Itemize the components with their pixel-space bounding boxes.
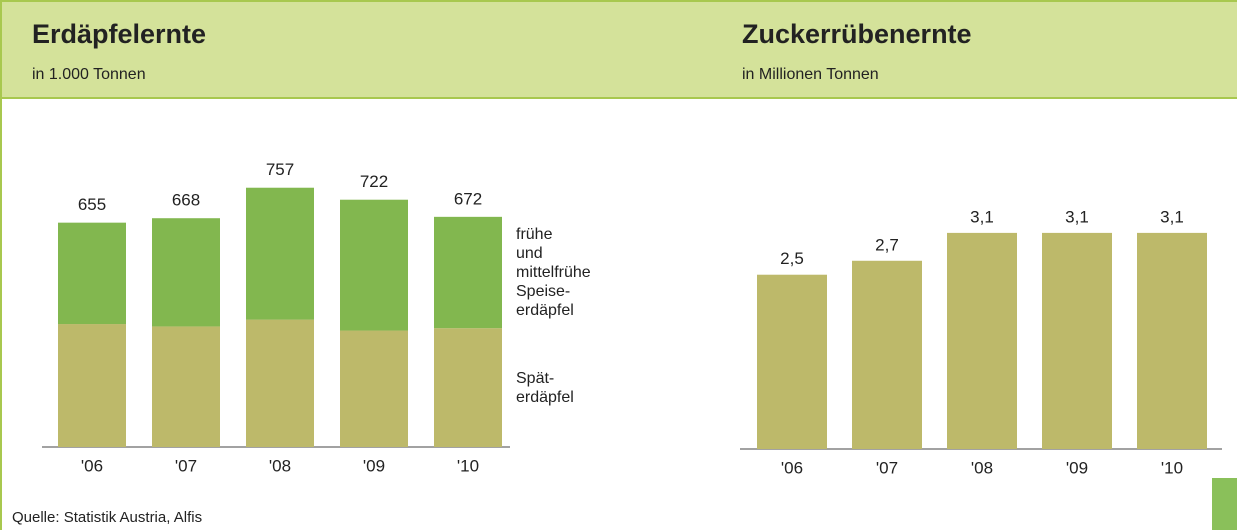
bar: [757, 274, 827, 449]
x-tick-label: '10: [1161, 458, 1183, 477]
value-label: 3,1: [1065, 207, 1089, 226]
logo: [1212, 478, 1237, 530]
total-label: 655: [78, 195, 106, 214]
header-band: [0, 0, 1237, 98]
bar-segment: [152, 218, 220, 327]
bar-segment: [434, 216, 502, 329]
bar: [852, 260, 922, 449]
x-tick-label: '07: [175, 456, 197, 475]
bar: [1042, 232, 1112, 449]
chart-subtitle: in 1.000 Tonnen: [32, 66, 146, 83]
chart-subtitle: in Millionen Tonnen: [742, 66, 879, 83]
total-label: 668: [172, 191, 200, 210]
total-label: 672: [454, 189, 482, 208]
bar: [947, 232, 1017, 449]
source: Quelle: Statistik Austria, Alfis: [12, 509, 202, 526]
x-tick-label: '08: [971, 458, 993, 477]
total-label: 757: [266, 160, 294, 179]
x-tick-label: '09: [1066, 458, 1088, 477]
bar-segment: [152, 326, 220, 447]
bar-segment: [58, 324, 126, 447]
bar-segment: [340, 199, 408, 331]
bar-segment: [246, 187, 314, 320]
bar: [1137, 232, 1207, 449]
bar-segment: [340, 330, 408, 447]
chart-title: Erdäpfelernte: [32, 19, 206, 49]
x-tick-label: '06: [81, 456, 103, 475]
x-tick-label: '09: [363, 456, 385, 475]
value-label: 2,5: [780, 249, 804, 268]
total-label: 722: [360, 172, 388, 191]
x-tick-label: '10: [457, 456, 479, 475]
x-tick-label: '06: [781, 458, 803, 477]
value-label: 2,7: [875, 235, 899, 254]
x-tick-label: '07: [876, 458, 898, 477]
legend-label: Spät- erdäpfel: [516, 369, 574, 406]
value-label: 3,1: [1160, 207, 1184, 226]
value-label: 3,1: [970, 207, 994, 226]
x-tick-label: '08: [269, 456, 291, 475]
chart-title: Zuckerrübenernte: [742, 19, 972, 49]
bar-segment: [58, 222, 126, 325]
bar-segment: [434, 328, 502, 447]
legend-label: frühe und mittelfrühe Speise- erdäpfel: [516, 225, 591, 319]
bar-segment: [246, 319, 314, 447]
